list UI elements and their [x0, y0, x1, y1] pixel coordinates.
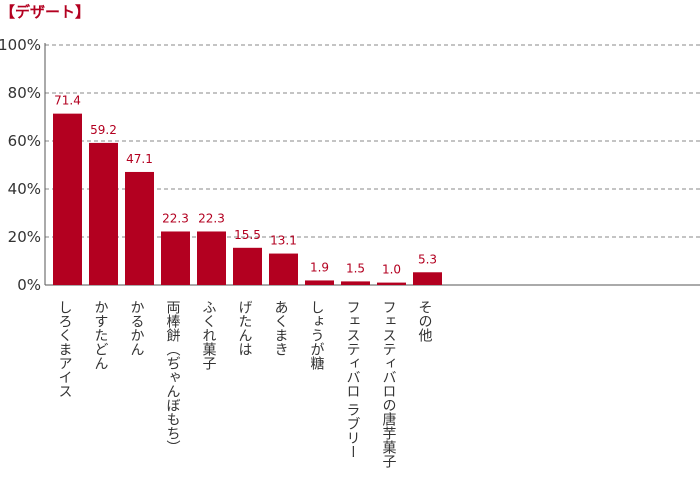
chart-title: 【デザート】 — [0, 3, 90, 21]
y-tick-label: 100% — [0, 36, 41, 54]
bar — [305, 280, 334, 285]
category-label: げたんは — [237, 300, 253, 356]
category-label: フェスティバロ ラブリー — [345, 300, 361, 458]
category-label: かすたどん — [93, 300, 109, 370]
value-label: 15.5 — [234, 228, 261, 242]
value-label: 22.3 — [198, 211, 225, 225]
bar — [89, 142, 118, 285]
value-label: 5.3 — [418, 252, 437, 266]
y-tick-label: 0% — [17, 276, 41, 294]
bar — [161, 231, 190, 285]
bars — [53, 113, 442, 285]
value-label: 13.1 — [270, 234, 297, 248]
value-label: 71.4 — [54, 94, 81, 108]
bar — [125, 171, 154, 285]
value-label: 1.0 — [382, 263, 401, 277]
y-tick-label: 60% — [8, 132, 41, 150]
bar — [413, 272, 442, 285]
y-tick-label: 20% — [8, 228, 41, 246]
value-label: 59.2 — [90, 123, 117, 137]
bar — [377, 282, 406, 285]
category-label: 両棒餅（ぢゃんぼもち） — [165, 300, 181, 454]
value-label: 22.3 — [162, 211, 189, 225]
bar — [53, 113, 82, 285]
category-label: かるかん — [129, 300, 145, 356]
value-labels: 71.4 59.2 47.1 22.3 22.3 15.5 13.1 1.9 1.5 1.0 5.3 — [54, 94, 437, 277]
bar — [269, 253, 298, 285]
value-label: 47.1 — [126, 152, 153, 166]
category-label: その他 — [417, 300, 433, 343]
category-label: あくまき — [273, 300, 289, 356]
y-tick-label: 80% — [8, 84, 41, 102]
category-labels: しろくまアイス かすたどん かるかん 両棒餅（ぢゃんぼもち） ふくれ菓子 げたんは あくまき… — [57, 300, 433, 468]
category-label: ふくれ菓子 — [201, 300, 217, 370]
y-tick-labels: 0% 20% 40% 60% 80% 100% — [0, 36, 41, 294]
y-tick-label: 40% — [8, 180, 41, 198]
axes — [44, 43, 700, 286]
category-label: フェスティバロの唐芋菓子 — [381, 300, 397, 468]
category-label: しろくまアイス — [57, 300, 73, 398]
bar — [233, 247, 262, 285]
bar — [341, 281, 370, 285]
value-label: 1.5 — [346, 261, 365, 275]
bar — [197, 231, 226, 285]
category-label: しょうが糖 — [309, 300, 325, 370]
value-label: 1.9 — [310, 260, 329, 274]
